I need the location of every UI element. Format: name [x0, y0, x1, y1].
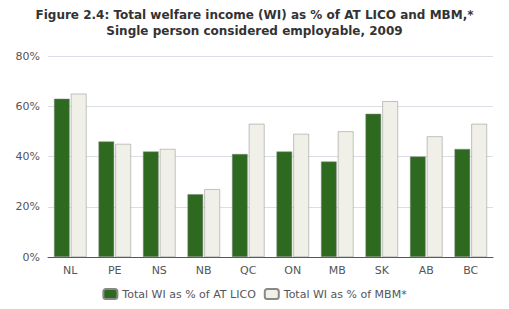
svg-text:NS: NS — [152, 264, 167, 277]
svg-text:SK: SK — [375, 264, 390, 277]
svg-text:AB: AB — [419, 264, 434, 277]
svg-text:MB: MB — [329, 264, 346, 277]
svg-text:60%: 60% — [16, 100, 40, 113]
svg-text:NL: NL — [63, 264, 78, 277]
svg-text:BC: BC — [463, 264, 478, 277]
svg-text:ON: ON — [284, 264, 301, 277]
svg-text:Total WI as % of AT LICO: Total WI as % of AT LICO — [121, 288, 256, 301]
svg-text:40%: 40% — [16, 150, 40, 163]
svg-text:80%: 80% — [16, 50, 40, 63]
svg-text:0%: 0% — [23, 251, 40, 264]
svg-text:20%: 20% — [16, 200, 40, 213]
svg-text:PE: PE — [108, 264, 122, 277]
svg-text:QC: QC — [240, 264, 257, 277]
svg-text:Figure 2.4: Total welfare inco: Figure 2.4: Total welfare income (WI) as… — [36, 8, 475, 22]
svg-text:Total WI as % of MBM*: Total WI as % of MBM* — [283, 288, 407, 301]
svg-text:NB: NB — [196, 264, 212, 277]
svg-text:Single person considered emplo: Single person considered employable, 200… — [106, 24, 402, 38]
